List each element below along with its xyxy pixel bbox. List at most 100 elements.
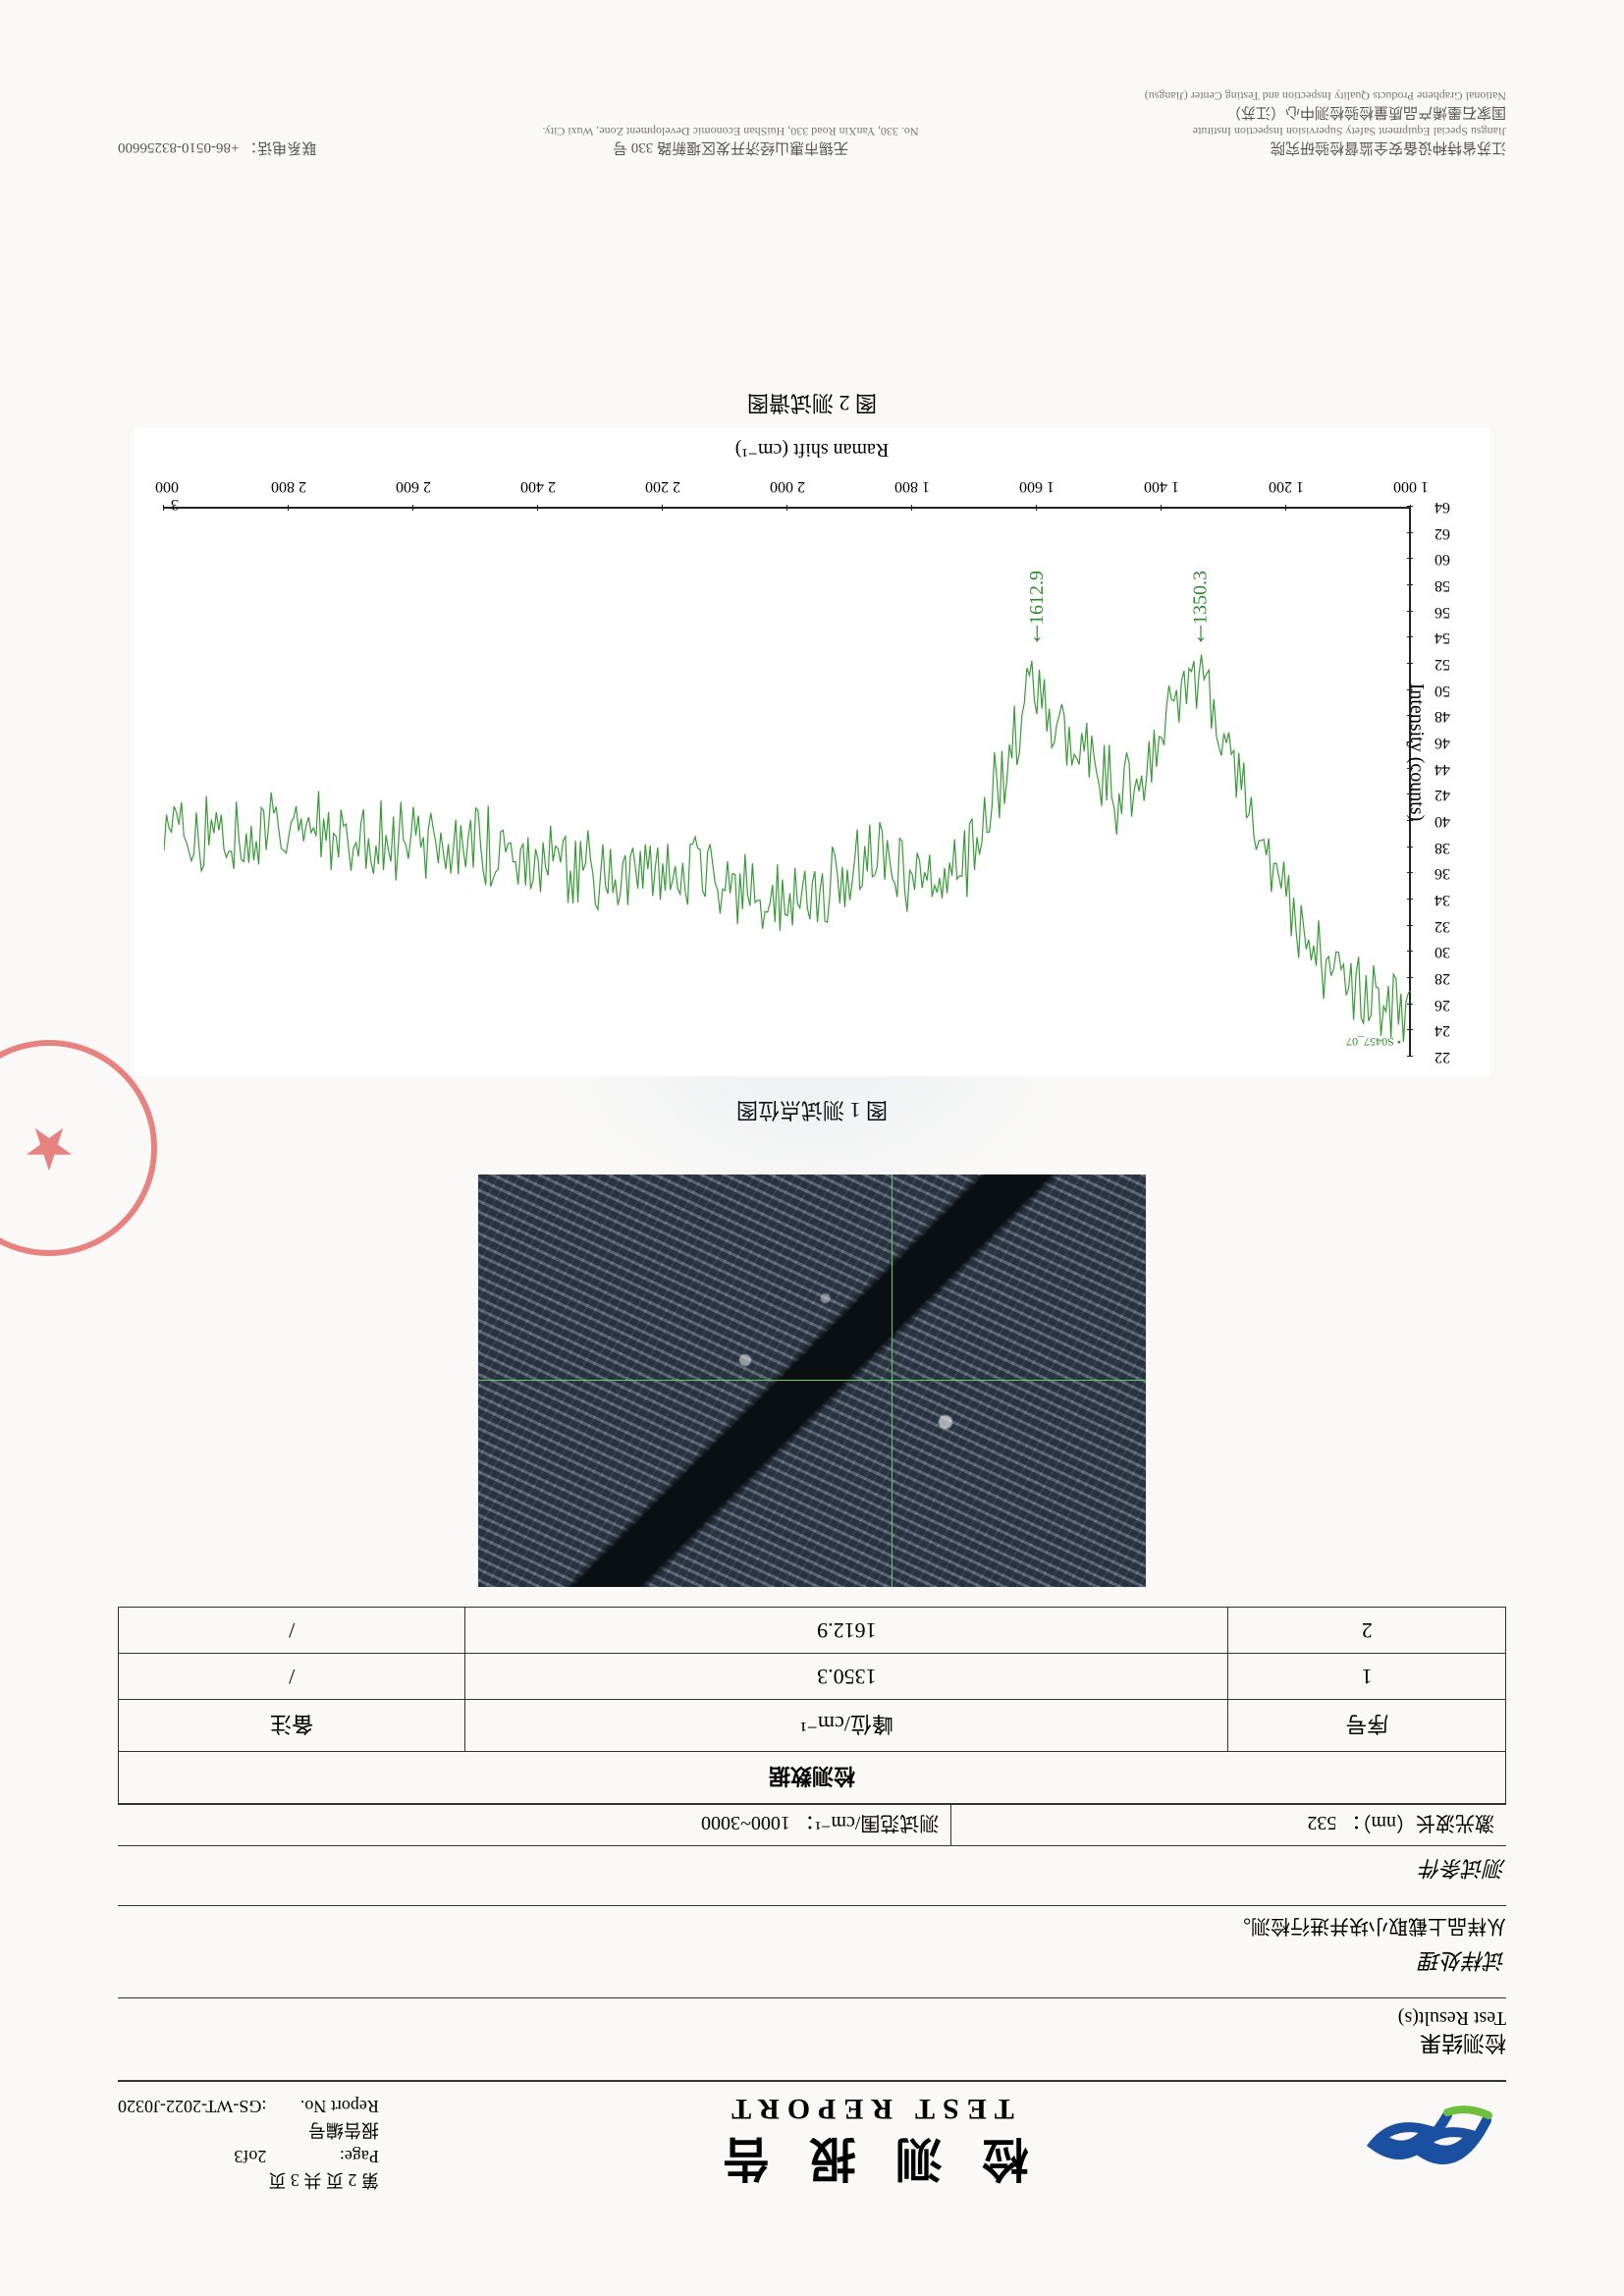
x-tick-label: 3 000 bbox=[149, 477, 179, 513]
reportno-cn-row: 报告编号 bbox=[118, 2118, 379, 2144]
micrograph-image bbox=[478, 1175, 1146, 1587]
y-tick-label: 24 bbox=[1435, 1021, 1450, 1039]
y-tick-label: 44 bbox=[1435, 760, 1450, 778]
x-tick-label: 1 200 bbox=[1269, 477, 1304, 495]
y-tick-label: 58 bbox=[1435, 576, 1450, 594]
laser-value: 532 bbox=[1307, 1812, 1336, 1833]
cell: 1350.3 bbox=[465, 1654, 1228, 1700]
chart-line-svg bbox=[164, 507, 1411, 1057]
y-tick-label: 30 bbox=[1435, 943, 1450, 960]
reportno-value: :GS-WT-2022-J0320 bbox=[118, 2097, 266, 2116]
x-axis-label: Raman shift (cm⁻¹) bbox=[735, 438, 890, 463]
x-tick-label: 1 600 bbox=[1019, 477, 1055, 495]
page-footer: 江苏省特种设备安全监督检验研究院 Jiangsu Special Equipme… bbox=[118, 88, 1506, 159]
footer-address: 无锡市惠山经济开发区堰新路 330 号 No. 330, YanXin Road… bbox=[542, 88, 918, 159]
sample-treat-label: 试样处理 bbox=[118, 1946, 1506, 1978]
y-tick-label: 32 bbox=[1435, 917, 1450, 935]
test-cond-label: 测试条件 bbox=[118, 1846, 1506, 1889]
y-tick-label: 42 bbox=[1435, 786, 1450, 803]
x-tick-label: 1 000 bbox=[1393, 477, 1429, 495]
y-tick-label: 60 bbox=[1435, 550, 1450, 568]
fig1-caption: 图 1 测试点位图 bbox=[118, 1096, 1506, 1127]
header-meta: 第 2 页 共 3 页 Page: 2of3 报告编号 Report No. :… bbox=[118, 2094, 379, 2196]
table-row: 2 1612.9 / bbox=[119, 1608, 1506, 1654]
inst-en1: Jiangsu Special Equipment Safety Supervi… bbox=[1145, 124, 1506, 138]
cell: 1612.9 bbox=[465, 1608, 1228, 1654]
x-tick-label: 1 400 bbox=[1144, 477, 1179, 495]
footer-tel: 联系电话： +86-0510-83256600 bbox=[118, 88, 316, 159]
y-tick-label: 54 bbox=[1435, 629, 1450, 646]
col-1: 峰位/cm⁻¹ bbox=[465, 1700, 1228, 1752]
col-2: 备注 bbox=[119, 1700, 465, 1752]
cell: / bbox=[119, 1654, 465, 1700]
tel-label: 联系电话： bbox=[243, 139, 316, 155]
title-block: 检 测 报 告 TEST REPORT bbox=[379, 2092, 1359, 2198]
crosshair-v bbox=[892, 1175, 893, 1587]
y-tick-label: 40 bbox=[1435, 812, 1450, 830]
range-cell: 测试范围/cm⁻¹： 1000~3000 bbox=[118, 1805, 950, 1845]
spectrum-chart: • S0457_07 Intensity (counts) Raman shif… bbox=[135, 428, 1489, 1076]
page-value: 2of3 bbox=[234, 2147, 266, 2166]
tel-value: +86-0510-83256600 bbox=[118, 139, 239, 155]
data-header-row: 检测数据 bbox=[119, 1752, 1506, 1804]
micrograph-texture bbox=[478, 1175, 1146, 1587]
test-cond-block: 测试条件 激光波长（nm）： 532 测试范围/cm⁻¹： 1000~3000 bbox=[118, 1804, 1506, 1889]
page-root: 检 测 报 告 TEST REPORT 第 2 页 共 3 页 Page: 2o… bbox=[0, 0, 1624, 2296]
footer-institution: 江苏省特种设备安全监督检验研究院 Jiangsu Special Equipme… bbox=[1145, 88, 1506, 159]
result-cn: 检测结果 bbox=[1420, 2031, 1506, 2055]
peak-annotation: ↑1612.9 bbox=[1026, 565, 1049, 644]
addr-cn: 无锡市惠山经济开发区堰新路 330 号 bbox=[613, 139, 848, 155]
y-tick-label: 56 bbox=[1435, 603, 1450, 621]
cell: 1 bbox=[1228, 1654, 1506, 1700]
y-tick-label: 22 bbox=[1435, 1048, 1450, 1066]
logo-block bbox=[1359, 2101, 1506, 2189]
sample-treat-text: 从样品上截取小块并进行检测。 bbox=[118, 1914, 1506, 1942]
reportno-cn: 报告编号 bbox=[271, 2118, 379, 2144]
y-tick-label: 50 bbox=[1435, 682, 1450, 699]
data-header-title: 检测数据 bbox=[119, 1752, 1506, 1804]
x-tick-label: 2 200 bbox=[645, 477, 680, 495]
laser-label: 激光波长（nm）： bbox=[1341, 1812, 1494, 1833]
y-tick-label: 64 bbox=[1435, 498, 1450, 516]
inst-cn1: 江苏省特种设备安全监督检验研究院 bbox=[1271, 139, 1506, 155]
reportno-label: Report No. bbox=[271, 2096, 379, 2116]
title-cn: 检 测 报 告 bbox=[379, 2129, 1359, 2198]
fig2-caption: 图 2 测试谱图 bbox=[118, 389, 1506, 420]
x-tick-label: 2 400 bbox=[520, 477, 556, 495]
sample-treat-block: 试样处理 从样品上截取小块并进行检测。 bbox=[118, 1905, 1506, 1982]
cell: 2 bbox=[1228, 1608, 1506, 1654]
section-result-labels: 检测结果 Test Result(s) bbox=[118, 1997, 1506, 2064]
reportno-en-row: Report No. :GS-WT-2022-J0320 bbox=[118, 2096, 379, 2116]
page-label: Page: bbox=[271, 2146, 379, 2166]
range-value: 1000~3000 bbox=[701, 1812, 790, 1833]
peak-annotation: ↑1350.3 bbox=[1190, 565, 1213, 644]
y-tick-label: 28 bbox=[1435, 969, 1450, 987]
inst-en2: National Graphene Products Quality Inspe… bbox=[1145, 88, 1506, 103]
data-table: 检测数据 序号 峰位/cm⁻¹ 备注 1 1350.3 / 2 1612.9 / bbox=[118, 1607, 1506, 1804]
y-tick-label: 34 bbox=[1435, 891, 1450, 908]
y-tick-label: 46 bbox=[1435, 734, 1450, 751]
logo-icon bbox=[1359, 2101, 1506, 2189]
y-tick-label: 38 bbox=[1435, 839, 1450, 856]
param-line: 激光波长（nm）： 532 测试范围/cm⁻¹： 1000~3000 bbox=[118, 1804, 1506, 1846]
y-tick-label: 26 bbox=[1435, 996, 1450, 1013]
addr-en: No. 330, YanXin Road 330, HuiShan Econom… bbox=[542, 124, 918, 138]
table-row: 1 1350.3 / bbox=[119, 1654, 1506, 1700]
page-en-row: Page: 2of3 bbox=[118, 2146, 379, 2166]
y-tick-label: 36 bbox=[1435, 864, 1450, 882]
x-tick-label: 2 800 bbox=[271, 477, 306, 495]
col-0: 序号 bbox=[1228, 1700, 1506, 1752]
page-cn: 第 2 页 共 3 页 bbox=[118, 2168, 379, 2194]
y-axis-label: Intensity (counts) bbox=[1405, 683, 1428, 822]
x-tick-label: 2 600 bbox=[396, 477, 431, 495]
range-label: 测试范围/cm⁻¹： bbox=[795, 1812, 940, 1833]
laser-cell: 激光波长（nm）： 532 bbox=[950, 1805, 1506, 1845]
result-en: Test Result(s) bbox=[1398, 2007, 1506, 2029]
x-tick-label: 1 800 bbox=[894, 477, 930, 495]
y-tick-label: 48 bbox=[1435, 707, 1450, 725]
inst-cn2: 国家石墨烯产品质量检验检测中心（江苏） bbox=[1226, 104, 1506, 120]
cell: / bbox=[119, 1608, 465, 1654]
y-tick-label: 62 bbox=[1435, 524, 1450, 542]
crosshair-h bbox=[478, 1380, 1146, 1381]
figure-1: 图 1 测试点位图 bbox=[118, 1096, 1506, 1587]
